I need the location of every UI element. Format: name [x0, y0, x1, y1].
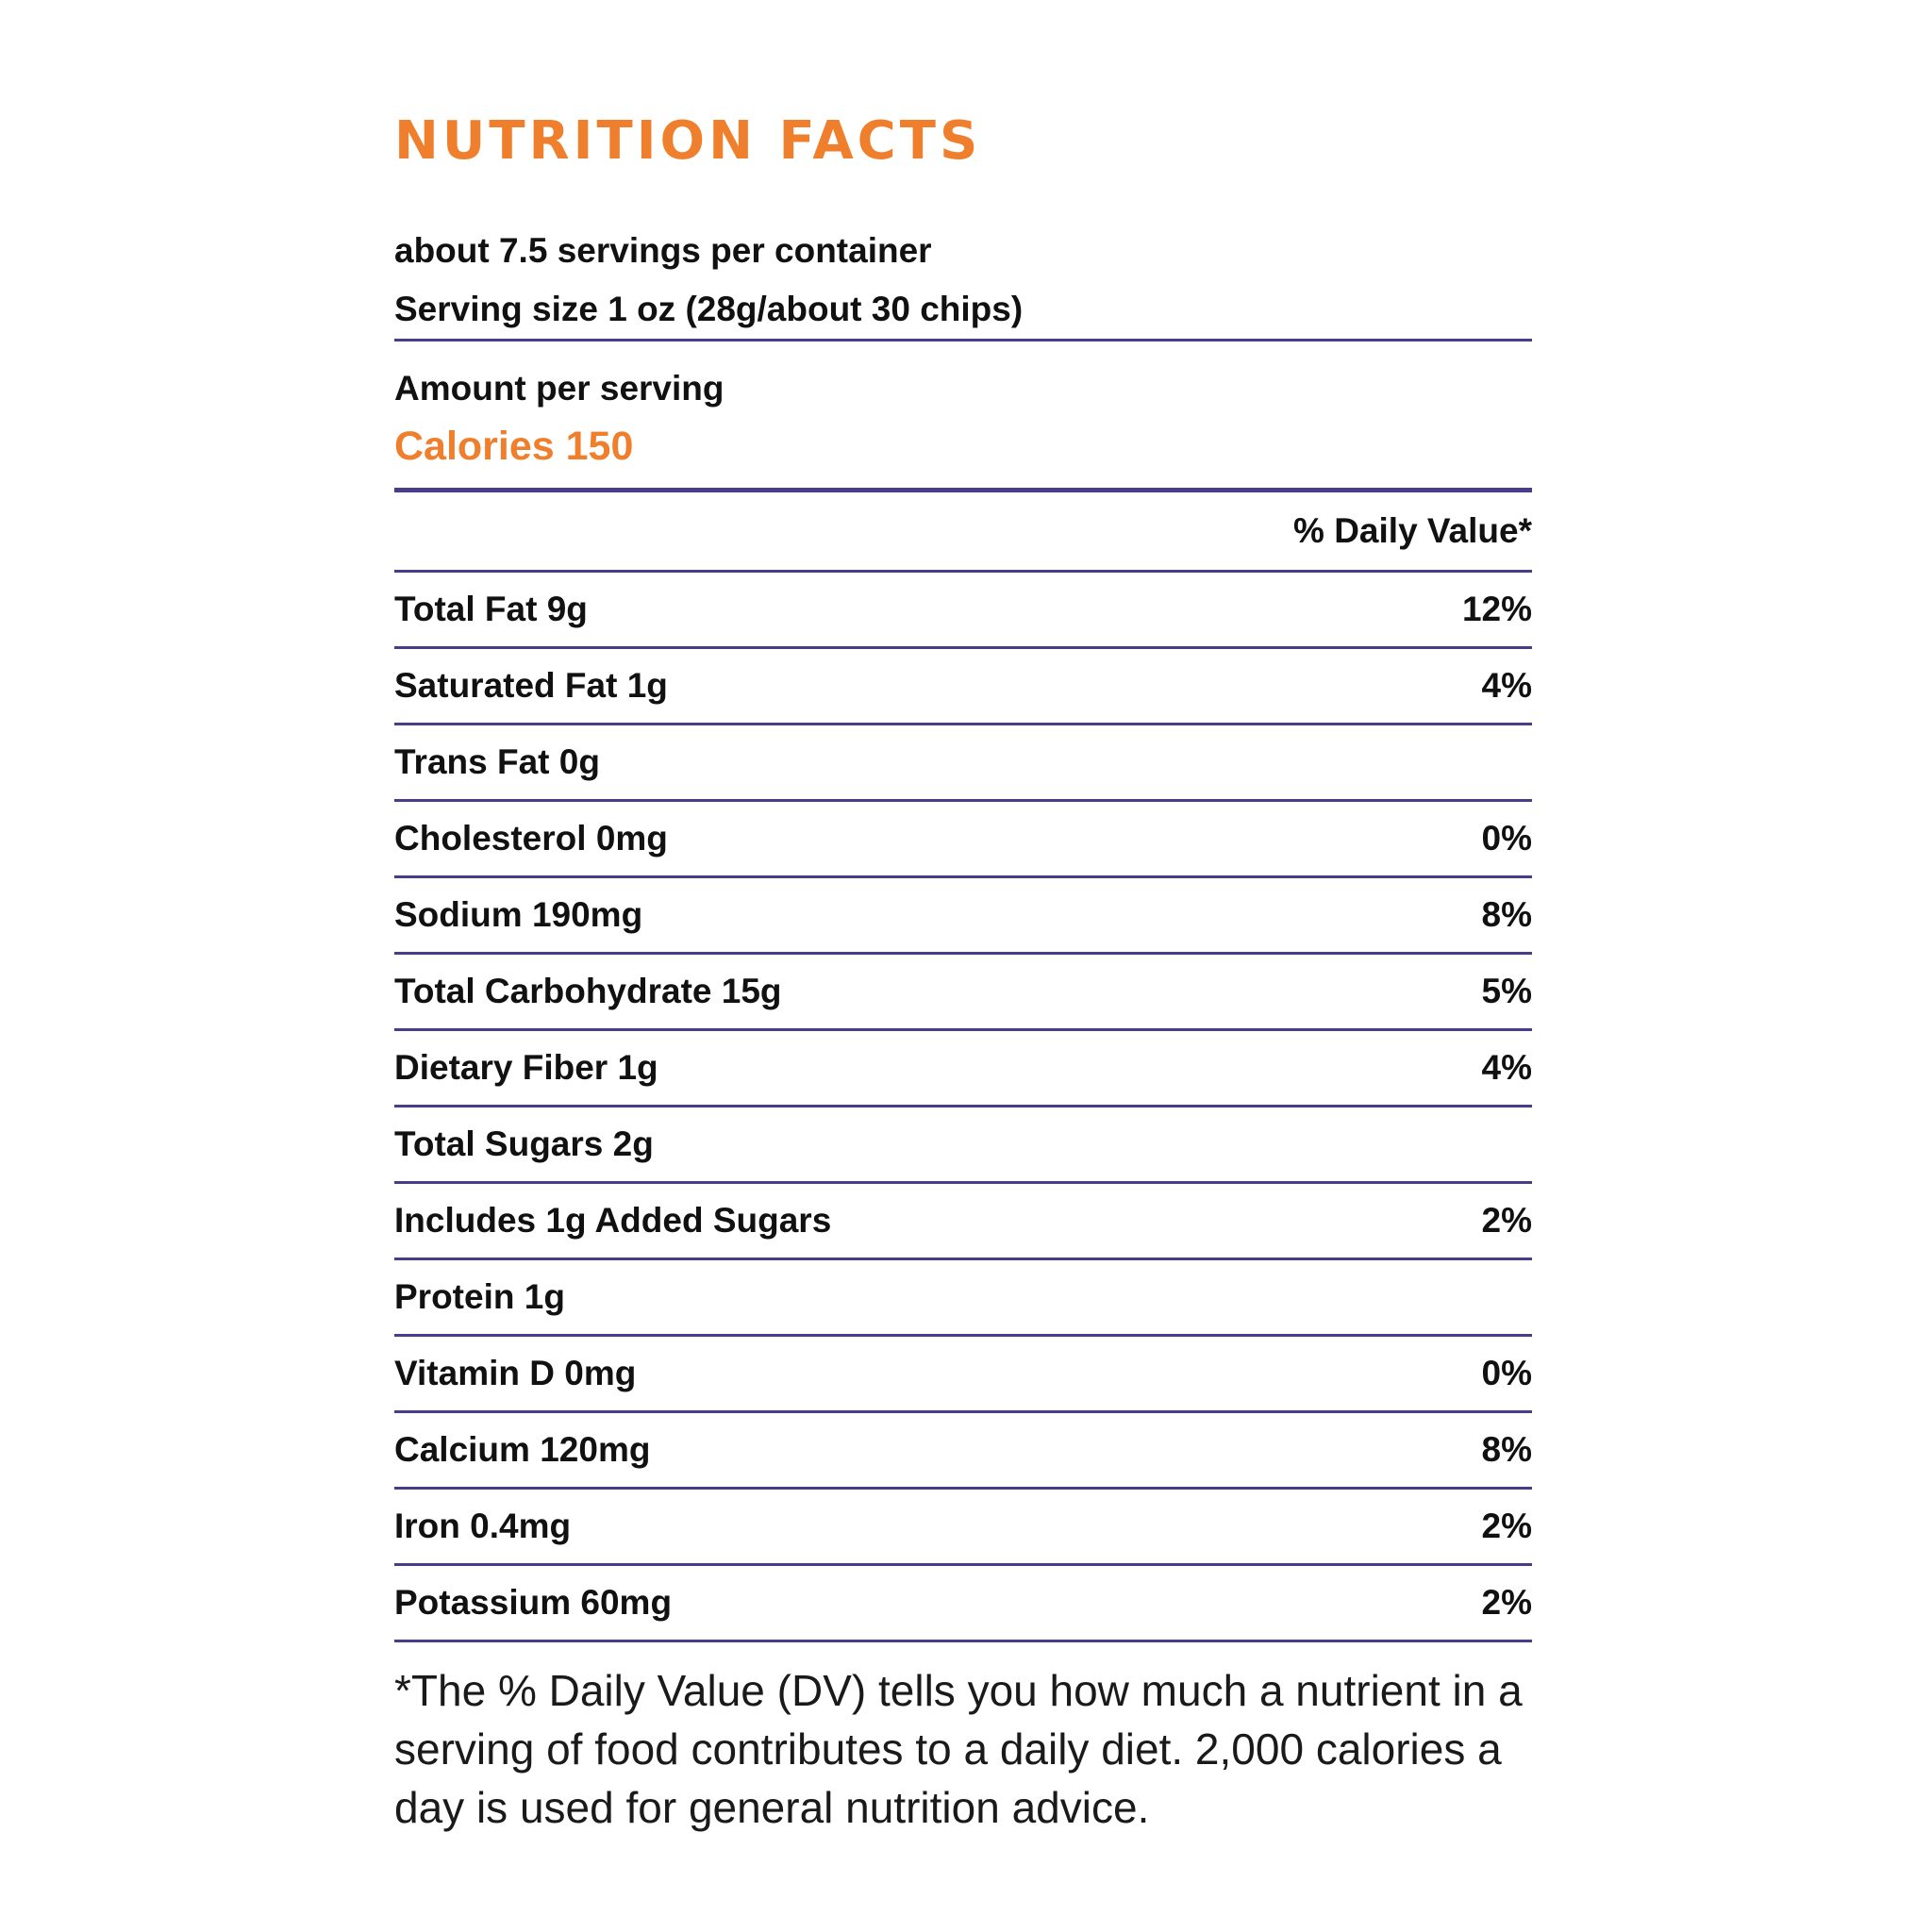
nutrient-name: Calcium 120mg	[394, 1430, 651, 1469]
nutrient-name: Sodium 190mg	[394, 895, 643, 934]
nutrient-row: Saturated Fat 1g 4%	[394, 646, 1532, 723]
amount-per-serving: Amount per serving	[394, 369, 724, 408]
servings-info: about 7.5 servings per container Serving…	[394, 222, 1532, 339]
nutrient-daily-value: 2%	[1481, 1201, 1532, 1240]
servings-per-container: about 7.5 servings per container	[394, 231, 932, 270]
serving-size: Serving size 1 oz (28g/about 30 chips)	[394, 290, 1024, 328]
nutrition-label: NUTRITION FACTS about 7.5 servings per c…	[394, 104, 1532, 1837]
divider	[394, 339, 1532, 341]
nutrient-name: Potassium 60mg	[394, 1583, 673, 1622]
nutrient-row: Total Carbohydrate 15g 5%	[394, 952, 1532, 1028]
nutrient-daily-value: 0%	[1481, 819, 1532, 858]
nutrient-name: Includes 1g Added Sugars	[394, 1201, 832, 1240]
nutrient-daily-value: 8%	[1481, 1430, 1532, 1469]
nutrient-row: Vitamin D 0mg 0%	[394, 1334, 1532, 1410]
nutrient-row: Calcium 120mg 8%	[394, 1410, 1532, 1487]
nutrient-row: Dietary Fiber 1g 4%	[394, 1028, 1532, 1105]
nutrient-daily-value: 2%	[1481, 1507, 1532, 1545]
label-title: NUTRITION FACTS	[394, 110, 982, 172]
nutrient-name: Saturated Fat 1g	[394, 666, 668, 705]
nutrient-name: Iron 0.4mg	[394, 1507, 572, 1545]
nutrient-row: Potassium 60mg 2%	[394, 1563, 1532, 1642]
nutrient-row: Total Fat 9g 12%	[394, 570, 1532, 646]
nutrient-row: Iron 0.4mg 2%	[394, 1487, 1532, 1563]
nutrient-daily-value: 0%	[1481, 1354, 1532, 1392]
nutrient-row: Cholesterol 0mg 0%	[394, 799, 1532, 875]
nutrient-name: Trans Fat 0g	[394, 742, 600, 781]
nutrient-row: Includes 1g Added Sugars 2%	[394, 1181, 1532, 1257]
nutrient-name: Total Sugars 2g	[394, 1124, 654, 1163]
footnote: *The % Daily Value (DV) tells you how mu…	[394, 1666, 1523, 1832]
nutrient-name: Dietary Fiber 1g	[394, 1048, 658, 1087]
nutrient-daily-value: 4%	[1481, 1048, 1532, 1087]
nutrient-daily-value: 8%	[1481, 895, 1532, 934]
amount-section: Amount per serving Calories 150	[394, 341, 1532, 488]
calories: Calories 150	[394, 424, 634, 469]
nutrient-row: Trans Fat 0g	[394, 723, 1532, 799]
daily-value-header: % Daily Value*	[1293, 511, 1532, 550]
nutrient-name: Total Fat 9g	[394, 590, 588, 628]
nutrient-daily-value: 12%	[1461, 590, 1532, 628]
nutrient-name: Protein 1g	[394, 1277, 565, 1316]
nutrient-daily-value: 2%	[1481, 1583, 1532, 1622]
thick-divider	[394, 488, 1532, 492]
nutrient-row: Protein 1g	[394, 1257, 1532, 1334]
nutrient-daily-value: 5%	[1481, 972, 1532, 1010]
nutrient-daily-value: 4%	[1481, 666, 1532, 705]
nutrient-name: Vitamin D 0mg	[394, 1354, 637, 1392]
nutrient-name: Cholesterol 0mg	[394, 819, 668, 858]
nutrient-list: Total Fat 9g 12% Saturated Fat 1g 4% Trans F…	[394, 570, 1532, 1642]
nutrient-name: Total Carbohydrate 15g	[394, 972, 782, 1010]
nutrient-row: Total Sugars 2g	[394, 1105, 1532, 1181]
nutrient-row: Sodium 190mg 8%	[394, 875, 1532, 952]
